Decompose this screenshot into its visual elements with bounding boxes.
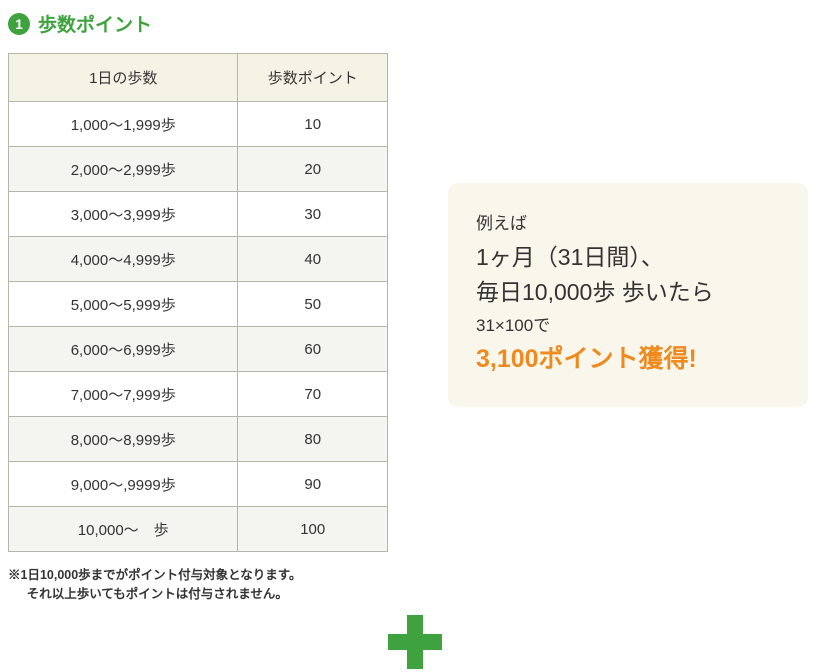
cell-steps: 9,000〜,9999歩	[9, 462, 238, 507]
cell-points: 50	[238, 282, 388, 327]
table-column: 1日の歩数 歩数ポイント 1,000〜1,999歩102,000〜2,999歩2…	[8, 53, 388, 604]
example-box: 例えば 1ヶ月（31日間）、 毎日10,000歩 歩いたら 31×100で 3,…	[448, 183, 808, 407]
table-row: 10,000〜 歩100	[9, 507, 388, 552]
table-row: 6,000〜6,999歩60	[9, 327, 388, 372]
cell-points: 80	[238, 417, 388, 462]
table-row: 4,000〜4,999歩40	[9, 237, 388, 282]
footnote-line2: それ以上歩いてもポイントは付与されません。	[8, 585, 288, 604]
cell-points: 30	[238, 192, 388, 237]
example-line1: 1ヶ月（31日間）、	[476, 240, 784, 276]
cell-points: 70	[238, 372, 388, 417]
content-row: 1日の歩数 歩数ポイント 1,000〜1,999歩102,000〜2,999歩2…	[0, 37, 830, 604]
example-result: 3,100ポイント獲得!	[476, 341, 784, 379]
table-row: 5,000〜5,999歩50	[9, 282, 388, 327]
table-row: 2,000〜2,999歩20	[9, 147, 388, 192]
steps-points-table: 1日の歩数 歩数ポイント 1,000〜1,999歩102,000〜2,999歩2…	[8, 53, 388, 552]
table-row: 3,000〜3,999歩30	[9, 192, 388, 237]
table-header-row: 1日の歩数 歩数ポイント	[9, 54, 388, 102]
example-intro: 例えば	[476, 209, 784, 240]
cell-points: 90	[238, 462, 388, 507]
cell-steps: 4,000〜4,999歩	[9, 237, 238, 282]
cell-steps: 7,000〜7,999歩	[9, 372, 238, 417]
cell-points: 60	[238, 327, 388, 372]
cell-steps: 8,000〜8,999歩	[9, 417, 238, 462]
cell-points: 10	[238, 102, 388, 147]
table-row: 9,000〜,9999歩90	[9, 462, 388, 507]
example-calc: 31×100で	[476, 311, 784, 342]
cell-points: 20	[238, 147, 388, 192]
col-header-points: 歩数ポイント	[238, 54, 388, 102]
col-header-steps: 1日の歩数	[9, 54, 238, 102]
cell-steps: 6,000〜6,999歩	[9, 327, 238, 372]
table-row: 7,000〜7,999歩70	[9, 372, 388, 417]
cell-steps: 2,000〜2,999歩	[9, 147, 238, 192]
footnote-line1: ※1日10,000歩までがポイント付与対象となります。	[8, 568, 302, 582]
heading-number-badge: 1	[8, 13, 30, 35]
cell-steps: 3,000〜3,999歩	[9, 192, 238, 237]
table-row: 1,000〜1,999歩10	[9, 102, 388, 147]
cell-points: 40	[238, 237, 388, 282]
table-row: 8,000〜8,999歩80	[9, 417, 388, 462]
cell-points: 100	[238, 507, 388, 552]
heading-title: 歩数ポイント	[38, 10, 152, 37]
cell-steps: 5,000〜5,999歩	[9, 282, 238, 327]
example-line2: 毎日10,000歩 歩いたら	[476, 275, 784, 311]
cell-steps: 1,000〜1,999歩	[9, 102, 238, 147]
plus-icon	[388, 615, 442, 669]
footnote: ※1日10,000歩までがポイント付与対象となります。 それ以上歩いてもポイント…	[8, 566, 388, 604]
cell-steps: 10,000〜 歩	[9, 507, 238, 552]
section-heading: 1 歩数ポイント	[0, 0, 830, 37]
